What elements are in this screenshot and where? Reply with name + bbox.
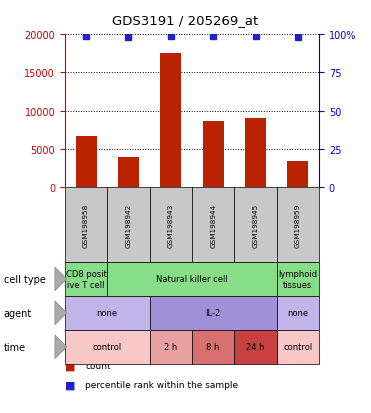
Text: none: none — [97, 309, 118, 318]
Bar — [118, 157, 139, 188]
Text: 24 h: 24 h — [246, 342, 265, 351]
Text: CD8 posit
ive T cell: CD8 posit ive T cell — [66, 270, 106, 289]
Text: lymphoid
tissues: lymphoid tissues — [278, 270, 318, 289]
Bar — [203, 121, 224, 188]
Text: percentile rank within the sample: percentile rank within the sample — [85, 380, 239, 389]
Text: 8 h: 8 h — [207, 342, 220, 351]
Text: ■: ■ — [65, 380, 75, 390]
Text: control: control — [283, 342, 312, 351]
Text: GSM198943: GSM198943 — [168, 203, 174, 247]
Text: GSM198958: GSM198958 — [83, 203, 89, 247]
Text: cell type: cell type — [4, 274, 46, 284]
Text: count: count — [85, 361, 111, 370]
Text: Natural killer cell: Natural killer cell — [156, 275, 228, 284]
Text: none: none — [287, 309, 308, 318]
Text: GSM198944: GSM198944 — [210, 203, 216, 247]
Bar — [76, 137, 97, 188]
Text: control: control — [93, 342, 122, 351]
Text: GSM198942: GSM198942 — [125, 203, 131, 247]
Text: GDS3191 / 205269_at: GDS3191 / 205269_at — [112, 14, 259, 27]
Text: 2 h: 2 h — [164, 342, 177, 351]
Bar — [287, 161, 308, 188]
Text: IL-2: IL-2 — [206, 309, 221, 318]
Text: GSM198945: GSM198945 — [253, 203, 259, 247]
Text: time: time — [4, 342, 26, 352]
Bar — [160, 54, 181, 188]
Bar — [245, 119, 266, 188]
Text: GSM198959: GSM198959 — [295, 203, 301, 247]
Text: agent: agent — [4, 308, 32, 318]
Text: ■: ■ — [65, 361, 75, 370]
